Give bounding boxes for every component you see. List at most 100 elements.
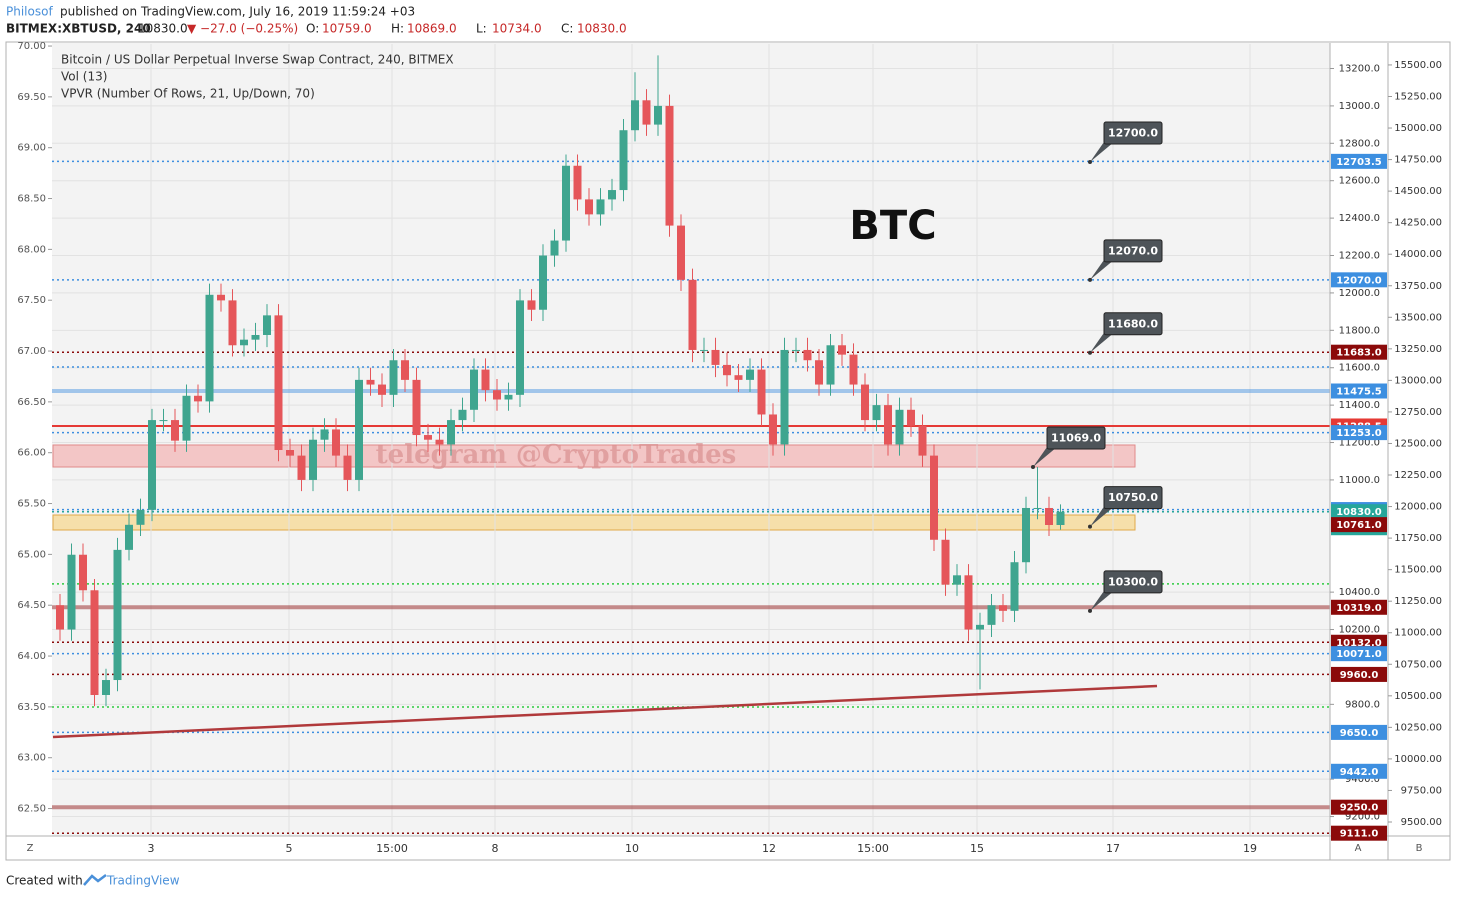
price-label-box	[1331, 724, 1387, 740]
price-label-box	[1331, 504, 1387, 520]
y3-tick-label: 62.50	[17, 804, 46, 815]
callout-label: 11069.0	[1051, 432, 1101, 445]
y2-tick-label: 11250.00	[1394, 596, 1442, 607]
x-tick-label: 8	[492, 842, 499, 855]
y3-tick-label: 70.00	[17, 41, 46, 52]
price-label-box	[1331, 517, 1387, 533]
callout-pointer	[1090, 259, 1114, 280]
y3-tick-label: 68.50	[17, 194, 46, 205]
publisher: Philosof	[6, 5, 53, 19]
y2-tick-label: 14250.00	[1394, 218, 1442, 229]
y-tick-label: 11600.0	[1339, 363, 1380, 374]
y2-tick-label: 12500.00	[1394, 438, 1442, 449]
callout-anchor	[1088, 524, 1092, 529]
y2-tick-label: 13750.00	[1394, 281, 1442, 292]
candle-body	[746, 369, 754, 380]
candle-body	[688, 279, 697, 350]
ohlc-value: 10830.0	[577, 22, 627, 36]
legend-entry: VPVR (Number Of Rows, 21, Up/Down, 70)	[61, 87, 315, 101]
price-label: 9250.0	[1340, 803, 1379, 814]
callout-label: 12700.0	[1108, 127, 1158, 140]
candle-body	[539, 255, 547, 310]
y2-tick-label: 15500.00	[1394, 60, 1442, 71]
y2-tick-label: 13500.00	[1394, 312, 1442, 323]
candle-body	[182, 395, 191, 441]
candle-body	[148, 420, 156, 510]
candle-body	[435, 439, 444, 445]
legend-entry: Bitcoin / US Dollar Perpetual Inverse Sw…	[61, 53, 454, 67]
y2-tick-label: 13000.00	[1394, 375, 1442, 386]
candle-body	[757, 369, 766, 415]
callout-box	[1103, 312, 1163, 336]
candle-body	[90, 590, 99, 695]
y2-tick-label: 14500.00	[1394, 186, 1442, 197]
candle-body	[803, 349, 812, 361]
corner-label[interactable]: Z	[27, 843, 34, 854]
y2-tick-label: 10000.00	[1394, 754, 1442, 765]
corner-label[interactable]: B	[1416, 843, 1423, 854]
y2-tick-label: 11000.00	[1394, 628, 1442, 639]
candle-body	[918, 425, 927, 456]
candle-body	[366, 379, 375, 385]
candle-body	[79, 554, 87, 591]
corner-label[interactable]: A	[1355, 843, 1362, 854]
candle-body	[263, 315, 271, 335]
candle-body	[228, 300, 237, 346]
candle-body	[861, 384, 869, 421]
candle-body	[274, 315, 283, 451]
price-label: 9442.0	[1340, 767, 1379, 778]
candle-body	[907, 409, 915, 426]
price-label-box	[1331, 272, 1387, 288]
candle-body	[550, 240, 559, 256]
callout-anchor	[1088, 608, 1092, 613]
candle-body	[1033, 507, 1042, 509]
candle-body	[654, 105, 662, 125]
ohlc-key: O:	[306, 22, 319, 36]
price-label: 10319.0	[1336, 603, 1382, 614]
candle-body	[217, 294, 225, 301]
candle-body	[665, 105, 674, 226]
candle-body	[734, 375, 743, 380]
candle-body	[941, 539, 950, 585]
candle-body	[1045, 507, 1053, 525]
price-label-box	[1331, 425, 1387, 441]
callouts: 12700.0 12070.0 11680.0 11069.0 10750.0 10300…	[1031, 121, 1163, 613]
candle-body	[113, 549, 122, 681]
y-tick-label: 13000.0	[1339, 101, 1380, 112]
candle-body	[504, 394, 513, 400]
candle-body	[355, 379, 363, 480]
callout-box	[1103, 486, 1163, 510]
x-tick-label: 12	[762, 842, 776, 855]
y2-tick-label: 11750.00	[1394, 533, 1442, 544]
symbol: BITMEX:XBTUSD, 240	[6, 22, 151, 36]
candle-body	[470, 369, 478, 410]
y2-tick-label: 10750.00	[1394, 659, 1442, 670]
candle-body	[320, 429, 329, 440]
y2-tick-label: 15000.00	[1394, 123, 1442, 134]
x-tick-label: 15:00	[857, 842, 889, 855]
candle-body	[895, 409, 904, 445]
published: published on TradingView.com, July 16, 2…	[60, 5, 415, 19]
candle-body	[642, 100, 651, 125]
candle-body	[826, 345, 835, 385]
y2-tick-label: 10250.00	[1394, 722, 1442, 733]
x-tick-label: 15	[970, 842, 984, 855]
y2-tick-label: 11500.00	[1394, 565, 1442, 576]
x-tick-label: 19	[1243, 842, 1257, 855]
candle-body	[700, 349, 708, 351]
callout-pointer	[1033, 447, 1057, 468]
ohlc-key: C:	[561, 22, 573, 36]
callout-anchor	[1088, 160, 1092, 165]
candle-body	[711, 349, 720, 365]
watermark: telegram @CryptoTrades	[376, 440, 737, 470]
candle-body	[884, 405, 892, 445]
callout-anchor	[1088, 350, 1092, 355]
callout-label: 12070.0	[1108, 244, 1158, 257]
x-tick-label: 3	[148, 842, 155, 855]
candle-body	[332, 429, 340, 456]
price-label: 11475.5	[1336, 387, 1382, 398]
candle-body	[67, 554, 76, 630]
y-tick-label: 12400.0	[1339, 213, 1380, 224]
y3-tick-label: 64.50	[17, 600, 46, 611]
price-label-box	[1331, 646, 1387, 662]
